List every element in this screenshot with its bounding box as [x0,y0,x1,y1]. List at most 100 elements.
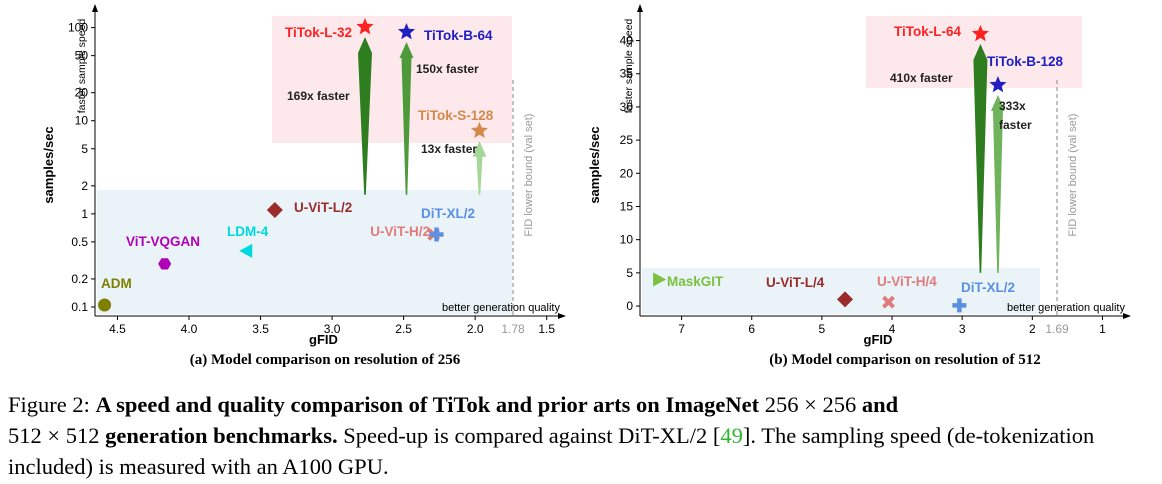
a-y-tick-label: 10 [75,114,89,128]
b-label-u-vit-h-4: U-ViT-H/4 [877,274,937,289]
a-lower-bound-label: FID lower bound (val set) [523,114,535,237]
a-label-titok-l-32: TiTok-L-32 [285,25,352,40]
b-y-tick-label: 5 [626,266,633,280]
a-label-speedup-169: 169x faster [287,89,350,103]
a-marker-titok-b-64 [397,22,416,40]
caption-rest2: ]. The sampling speed (de-tokenization i… [8,423,1095,479]
a-x-tick-label: 3.0 [324,322,341,336]
chart-panel-b: 7 6 5 4 3 2 1 0 5 10 15 20 25 30 35 40 gFID samples/sec fa… [585,0,1162,380]
caption-res2: 512 × 512 [8,423,100,448]
citation-link[interactable]: 49 [720,423,743,448]
a-y-axis-arrowhead [92,4,98,12]
caption-rest1: Speed-up is compared against DiT-XL/2 [ [337,423,721,448]
a-x-axis-arrowhead [558,313,566,319]
b-x-tick-label: 2 [1029,322,1036,336]
a-marker-titok-s-128-shape [470,121,489,139]
a-speedup-arrow-169x-faster [357,36,372,195]
a-marker-titok-l-32-shape [356,17,374,35]
a-marker-adm-shape [98,298,112,312]
a-marker-titok-s-128 [470,121,489,139]
b-marker-u-vit-h-4-shape [882,295,895,309]
b-marker-titok-b-128 [989,76,1007,93]
b-label-u-vit-l-4: U-ViT-L/4 [766,275,825,290]
a-y-tick-label: 2 [81,179,88,193]
a-titok-region [272,16,512,143]
b-prior-region [642,268,1040,314]
a-y-tick-label: 20 [75,86,89,100]
a-y-arrow-label: faster sample speed [76,19,88,114]
a-marker-ldm-4 [239,243,253,258]
a-marker-adm [98,298,112,312]
b-marker-dit-xl-2-shape [952,298,967,313]
caption-res1: 256 × 256 [759,392,862,417]
b-marker-u-vit-l-4-shape [837,291,854,308]
a-x-tick-label: 3.5 [252,322,269,336]
subcaption-a: (a) Model comparison on resolution of 25… [189,352,461,368]
b-y-tick-label: 10 [620,233,634,247]
b-label-titok-b-128: TiTok-B-128 [987,54,1064,69]
b-x-axis-arrowhead [1123,313,1131,319]
a-lower-bound-tick: 1.78 [501,322,525,336]
b-y-tick-label: 20 [620,166,634,180]
a-y-tick-label: 100 [68,21,88,35]
b-y-axis-label: samples/sec [587,126,602,203]
b-label-speedup-333-line1: 333x [999,99,1026,113]
b-marker-u-vit-h-4 [882,295,895,309]
b-y-tick-label: 35 [620,67,634,81]
a-label-u-vit-l-2: U-ViT-L/2 [294,200,352,215]
b-speedup-arrow-410x-faster [973,43,988,273]
b-label-speedup-410: 410x faster [890,71,953,85]
a-label-titok-s-128: TiTok-S-128 [418,108,494,123]
b-label-speedup-333-line2: faster [999,118,1032,132]
subcaption-b: (b) Model comparison on resolution of 51… [769,352,1041,368]
a-label-dit-xl-2: DiT-XL/2 [421,206,475,221]
a-label-titok-b-64: TiTok-B-64 [424,28,493,43]
a-label-speedup-150: 150x faster [416,62,479,76]
a-x-axis-label: gFID [309,332,338,347]
a-marker-vit-vqgan-shape [158,258,172,270]
chart-a-svg: 4.5 4.0 3.5 3.0 2.5 2.0 1.5 0.1 0.2 0.5 1 2 5 10 20 50 1… [41,4,566,347]
caption-prefix: Figure 2: [8,392,96,417]
b-lower-bound-label: FID lower bound (val set) [1067,114,1079,237]
b-label-titok-l-64: TiTok-L-64 [894,24,961,39]
b-lower-bound-tick: 1.69 [1045,322,1069,336]
a-label-vit-vqgan: ViT-VQGAN [126,234,200,249]
b-y-tick-label: 25 [620,133,634,147]
a-prior-region [97,190,512,314]
chart-b-svg: 7 6 5 4 3 2 10510152025303540gFIDsamples/secfa… [587,4,1131,347]
a-y-axis-label: samples/sec [41,126,56,203]
a-label-u-vit-h-2: U-ViT-H/2 [370,224,430,239]
b-marker-titok-b-128-shape [989,76,1007,93]
caption-and: and [861,392,899,417]
a-x-tick-label: 4.0 [181,322,198,336]
caption-gen: generation benchmarks. [99,423,338,448]
b-x-tick-label: 7 [678,322,685,336]
b-y-tick-label: 30 [620,100,634,114]
b-marker-maskgit [653,272,667,287]
b-marker-dit-xl-2 [952,298,967,313]
a-label-ldm-4: LDM-4 [227,224,269,239]
b-marker-titok-l-64-shape [971,24,989,42]
b-x-tick-label: 6 [748,322,755,336]
b-marker-maskgit-shape [653,272,667,287]
b-x-tick-label: 4 [889,322,896,336]
b-y-tick-label: 15 [620,199,634,213]
a-y-tick-label: 0.5 [71,235,88,249]
b-x-tick-label: 5 [819,322,826,336]
a-y-tick-label: 1 [81,207,88,221]
a-marker-titok-l-32 [356,17,374,35]
a-marker-ldm-4-shape [239,243,253,258]
a-marker-vit-vqgan [158,258,172,270]
a-speedup-arrow-150x-faster [399,41,414,195]
chart-panel-a: 4.5 4.0 3.5 3.0 2.5 2.0 1.5 0.1 0.2 0.5 1 2 5 10 20 50 1… [0,0,575,380]
a-marker-u-vit-l-2 [266,201,283,218]
a-x-tick-label: 2.0 [467,322,484,336]
caption-title: A speed and quality comparison of TiTok … [95,392,760,417]
b-y-tick-label: 40 [620,34,634,48]
a-y-tick-label: 0.1 [71,300,88,314]
b-marker-titok-l-64 [971,24,989,42]
a-marker-dit-xl-2-shape [429,227,444,242]
b-x-tick-label: 1 [1099,322,1106,336]
b-marker-u-vit-l-4 [837,291,854,308]
a-x-tick-label: 1.5 [538,322,555,336]
